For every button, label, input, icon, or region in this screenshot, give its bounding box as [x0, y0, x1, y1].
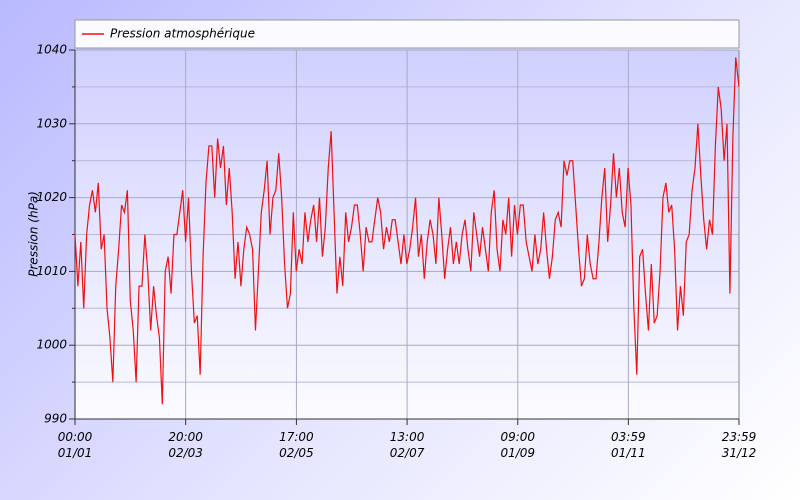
line-series	[74, 57, 740, 405]
legend-label: Pression atmosphérique	[110, 27, 255, 41]
y-tick-label: 1010	[36, 264, 67, 278]
x-tick-label: 17:00 02/05	[279, 430, 314, 460]
y-tick-label: 1040	[36, 43, 67, 57]
y-tick-label: 1020	[36, 190, 67, 204]
x-tick-label: 00:00 01/01	[57, 430, 93, 460]
y-tick-label: 990	[44, 412, 67, 426]
y-tick-label: 1030	[36, 116, 67, 130]
x-tick-label: 20:00 02/03	[168, 430, 203, 460]
y-axis-label: Pression (hPa)	[27, 191, 41, 277]
x-tick-label: 23:59 31/12	[721, 430, 757, 460]
x-tick-label: 09:00 01/09	[500, 430, 536, 460]
legend-box	[74, 19, 740, 49]
x-tick-label: 13:00 02/07	[389, 430, 425, 460]
x-tick-label: 03:59 01/11	[611, 430, 646, 460]
y-tick-label: 1000	[36, 338, 67, 352]
